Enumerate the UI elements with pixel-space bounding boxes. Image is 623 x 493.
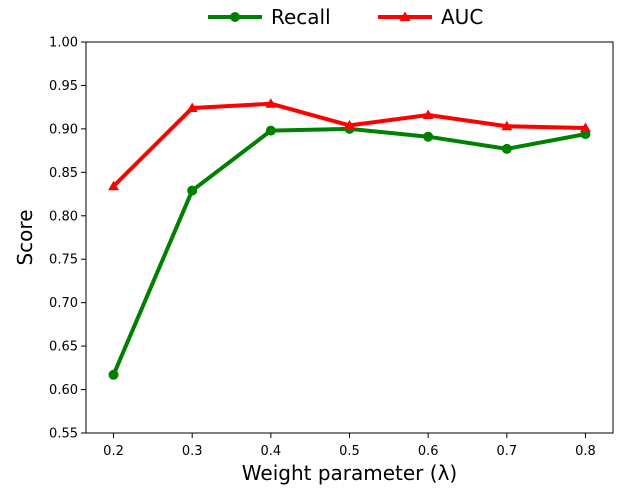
x-tick-label: 0.7	[496, 444, 517, 459]
data-point-recall	[108, 369, 119, 380]
plot-area-frame	[85, 41, 614, 434]
y-tick-label: 0.70	[49, 296, 78, 311]
data-point-recall	[423, 131, 434, 142]
y-axis: 0.55 0.60 0.65 0.70 0.75 0.80 0.85 0.90 0.95 1.00	[49, 36, 86, 442]
y-tick-label: 0.60	[49, 383, 78, 398]
series-line-recall	[111, 126, 586, 376]
x-tick-label: 0.5	[339, 444, 360, 459]
data-point-recall	[501, 143, 512, 154]
x-axis-label: Weight parameter (λ)	[242, 461, 457, 485]
data-point-auc	[344, 119, 355, 130]
data-point-auc	[108, 180, 120, 191]
x-tick-label: 0.2	[103, 444, 124, 459]
legend-label-auc: AUC	[441, 5, 483, 29]
legend-marker-recall	[230, 12, 240, 22]
data-point-auc	[422, 109, 434, 119]
series	[108, 98, 591, 380]
data-point-auc	[186, 102, 198, 113]
data-point-recall	[187, 185, 198, 196]
x-tick-label: 0.8	[575, 444, 596, 459]
data-point-auc	[501, 120, 513, 131]
series-line-auc	[112, 101, 586, 188]
y-axis-label: Score	[13, 209, 37, 265]
legend-label-recall: Recall	[271, 5, 331, 29]
y-tick-label: 0.75	[49, 253, 78, 268]
data-point-auc	[579, 122, 591, 133]
legend: Recall AUC	[208, 5, 483, 29]
y-tick-label: 0.55	[49, 427, 78, 442]
legend-marker-auc	[399, 11, 411, 21]
data-point-recall	[265, 125, 276, 136]
y-tick-label: 0.90	[49, 122, 78, 137]
y-tick-label: 0.85	[49, 166, 78, 181]
data-point-auc	[265, 98, 277, 108]
y-tick-label: 0.95	[49, 79, 78, 94]
y-tick-label: 0.80	[49, 209, 78, 224]
x-axis: 0.2 0.3 0.4 0.5 0.6 0.7 0.8	[103, 433, 596, 459]
x-tick-label: 0.4	[260, 444, 281, 459]
y-tick-label: 1.00	[49, 36, 78, 51]
x-tick-label: 0.6	[418, 444, 439, 459]
x-tick-label: 0.3	[182, 444, 203, 459]
y-tick-label: 0.65	[49, 340, 78, 355]
